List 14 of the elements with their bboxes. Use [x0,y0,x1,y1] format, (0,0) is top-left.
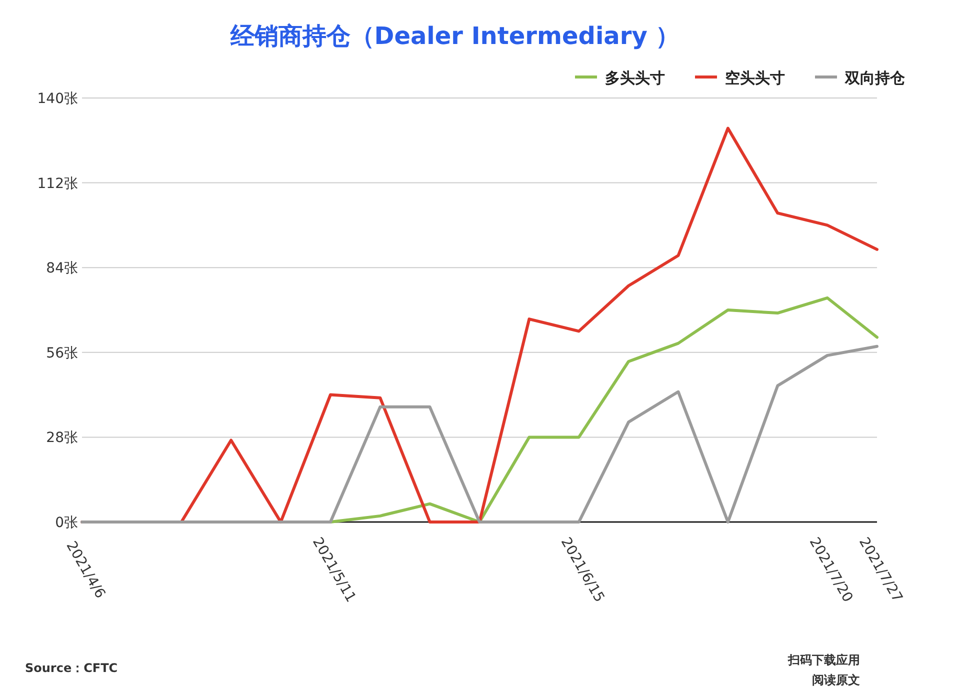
text: 阅读原文 [812,673,860,687]
y-tick-label: 140张 [37,91,78,107]
y-tick-label: 28张 [46,430,78,446]
line-series [80,344,878,524]
text: 扫码下载应用 [787,653,860,667]
y-tick-label: 112张 [37,176,78,192]
legend-label: 多头头寸 [605,69,665,87]
y-tick-label: 84张 [46,260,78,277]
y-tick-label: 0张 [55,515,78,531]
chart-title: 经销商持仓（Dealer Intermediary ） [229,22,680,50]
legend-label: 双向持仓 [844,69,906,87]
source-note: Source：CFTC [25,661,118,675]
legend-label: 空头头寸 [725,69,785,87]
y-tick-label: 56张 [46,345,78,362]
